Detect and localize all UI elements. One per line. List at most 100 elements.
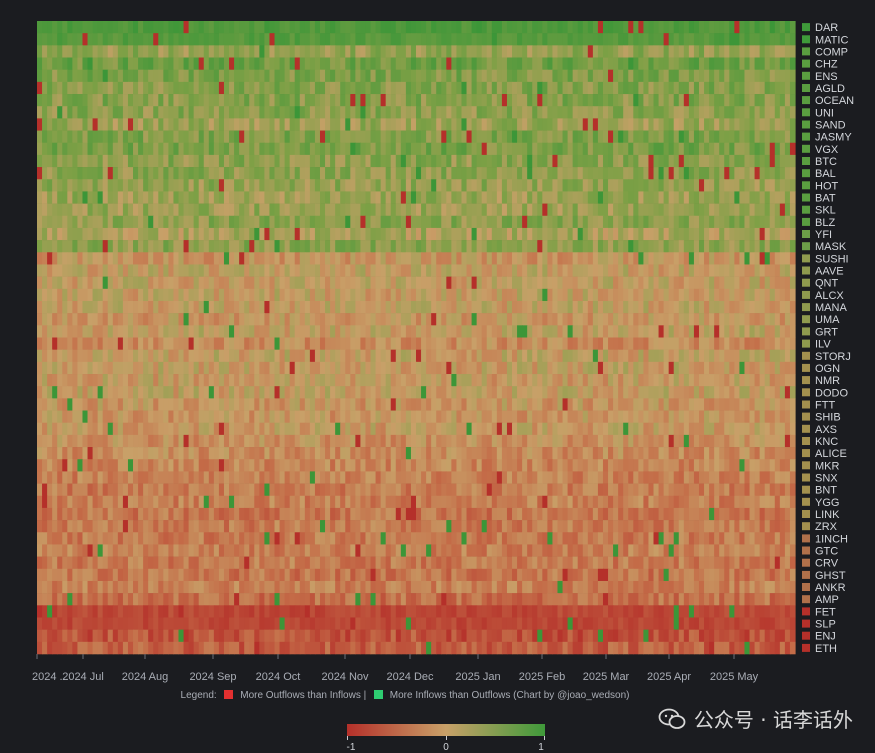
heatmap-cell bbox=[683, 179, 690, 192]
heatmap-cell bbox=[82, 276, 89, 290]
heatmap-cell bbox=[410, 57, 417, 70]
heatmap-cell bbox=[269, 374, 276, 387]
heatmap-cell bbox=[319, 240, 326, 253]
heatmap-cell bbox=[597, 191, 604, 204]
heatmap-cell bbox=[173, 69, 180, 83]
heatmap-cell bbox=[375, 386, 382, 399]
heatmap-cell bbox=[481, 215, 488, 229]
heatmap-cell bbox=[704, 252, 710, 265]
heatmap-cell bbox=[446, 106, 452, 119]
heatmap-cell bbox=[410, 33, 417, 46]
heatmap-cell bbox=[163, 57, 169, 70]
heatmap-cell bbox=[42, 33, 48, 46]
heatmap-cell bbox=[244, 142, 250, 156]
heatmap-cell bbox=[587, 410, 594, 424]
heatmap-cell bbox=[446, 94, 452, 107]
heatmap-cell bbox=[471, 57, 478, 70]
heatmap-cell bbox=[188, 130, 195, 144]
heatmap-cell bbox=[678, 374, 685, 387]
heatmap-cell bbox=[466, 130, 473, 144]
heatmap-cell bbox=[218, 422, 225, 436]
heatmap-cell bbox=[193, 422, 200, 436]
heatmap-cell bbox=[784, 81, 791, 95]
heatmap-cell bbox=[269, 130, 276, 144]
heatmap-cell bbox=[299, 276, 306, 290]
heatmap-cell bbox=[112, 422, 119, 436]
heatmap-cell bbox=[501, 349, 508, 363]
heatmap-cell bbox=[779, 154, 786, 168]
heatmap-cell bbox=[446, 337, 452, 350]
heatmap-cell bbox=[446, 349, 452, 363]
heatmap-cell bbox=[259, 57, 265, 70]
heatmap-cell bbox=[254, 410, 260, 424]
heatmap-cell bbox=[567, 300, 574, 314]
heatmap-cell bbox=[567, 203, 574, 217]
heatmap-cell bbox=[754, 33, 761, 46]
heatmap-cell bbox=[82, 252, 89, 265]
heatmap-cell bbox=[304, 191, 311, 204]
heatmap-cell bbox=[37, 203, 43, 217]
heatmap-cell bbox=[390, 252, 397, 265]
heatmap-cell bbox=[764, 325, 771, 338]
heatmap-cell bbox=[486, 288, 493, 302]
heatmap-cell bbox=[683, 142, 690, 156]
heatmap-cell bbox=[714, 21, 720, 34]
heatmap-cell bbox=[729, 337, 735, 350]
heatmap-cell bbox=[97, 69, 104, 83]
heatmap-cell bbox=[638, 313, 644, 326]
heatmap-cell bbox=[122, 118, 129, 131]
heatmap-cell bbox=[92, 69, 99, 83]
heatmap-cell bbox=[759, 57, 766, 70]
heatmap-cell bbox=[264, 240, 271, 253]
heatmap-cell bbox=[466, 337, 473, 350]
heatmap-cell bbox=[512, 300, 518, 314]
heatmap-cell bbox=[688, 276, 695, 290]
heatmap-cell bbox=[148, 300, 154, 314]
heatmap-cell bbox=[613, 203, 619, 217]
heatmap-cell bbox=[779, 361, 786, 375]
heatmap-cell bbox=[254, 45, 260, 58]
heatmap-cell bbox=[496, 33, 503, 46]
heatmap-cell bbox=[279, 252, 286, 265]
heatmap-cell bbox=[552, 313, 559, 326]
heatmap-cell bbox=[208, 21, 215, 34]
heatmap-cell bbox=[749, 325, 756, 338]
heatmap-cell bbox=[673, 179, 680, 192]
heatmap-cell bbox=[350, 313, 356, 326]
heatmap-cell bbox=[153, 410, 159, 424]
heatmap-cell bbox=[719, 33, 725, 46]
heatmap-cell bbox=[663, 69, 670, 83]
heatmap-cell bbox=[370, 227, 377, 241]
heatmap-cell bbox=[390, 240, 397, 253]
heatmap-cell bbox=[693, 361, 700, 375]
heatmap-cell bbox=[709, 300, 715, 314]
heatmap-cell bbox=[587, 81, 594, 95]
heatmap-cell bbox=[496, 203, 503, 217]
heatmap-cell bbox=[183, 386, 190, 399]
heatmap-cell bbox=[426, 179, 432, 192]
heatmap-cell bbox=[259, 252, 265, 265]
heatmap-cell bbox=[633, 130, 639, 144]
heatmap-cell bbox=[537, 215, 543, 229]
heatmap-cell bbox=[754, 325, 761, 338]
heatmap-cell bbox=[461, 21, 468, 34]
heatmap-cell bbox=[87, 349, 94, 363]
heatmap-cell bbox=[789, 398, 796, 411]
heatmap-cell bbox=[456, 288, 463, 302]
heatmap-cell bbox=[441, 337, 447, 350]
heatmap-cell bbox=[623, 142, 629, 156]
heatmap-cell bbox=[148, 276, 154, 290]
heatmap-cell bbox=[102, 81, 109, 95]
heatmap-cell bbox=[562, 57, 569, 70]
heatmap-cell bbox=[395, 227, 402, 241]
heatmap-cell bbox=[673, 154, 680, 168]
heatmap-cell bbox=[67, 191, 73, 204]
heatmap-cell bbox=[643, 252, 650, 265]
heatmap-cell bbox=[173, 191, 180, 204]
heatmap-cell bbox=[496, 21, 503, 34]
heatmap-cell bbox=[476, 337, 483, 350]
heatmap-cell bbox=[274, 325, 281, 338]
heatmap-cell bbox=[244, 276, 250, 290]
heatmap-cell bbox=[188, 361, 195, 375]
heatmap-cell bbox=[127, 33, 134, 46]
